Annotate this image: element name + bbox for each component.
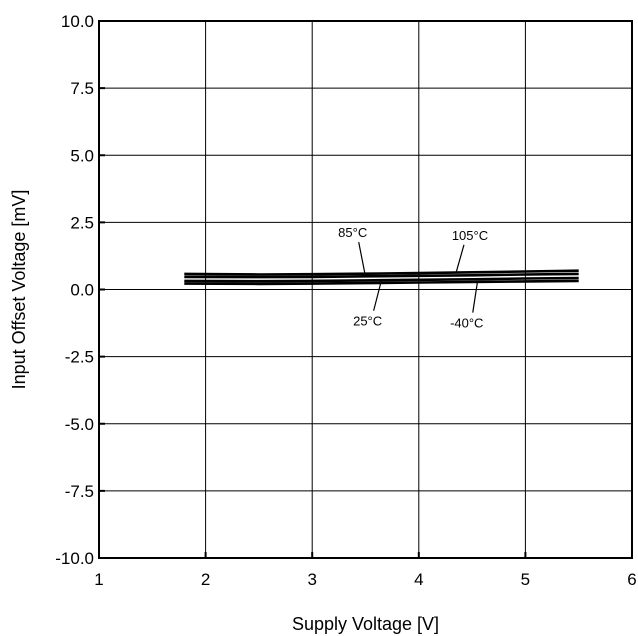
annotation-label: -40°C [450, 316, 483, 331]
annotation-label: 25°C [353, 314, 382, 329]
y-tick-label: -7.5 [65, 482, 94, 501]
x-tick-labels: 1 2 3 4 5 6 [94, 570, 636, 589]
annotations: 85°C 105°C 25°C -40°C [338, 225, 488, 330]
y-tick-label: 0.0 [70, 281, 94, 300]
y-tick-label: 7.5 [70, 79, 94, 98]
x-tick-label: 2 [201, 570, 210, 589]
series-line [184, 269, 579, 276]
series-line [184, 276, 579, 283]
y-tick-label: 5.0 [70, 146, 94, 165]
y-axis-label: Input Offset Voltage [mV] [9, 190, 29, 390]
x-tick-label: 5 [521, 570, 530, 589]
y-tick-label: 10.0 [61, 12, 94, 31]
annotation-leader-line [358, 242, 367, 277]
y-tick-label: 2.5 [70, 213, 94, 232]
y-tick-label: -10.0 [55, 549, 94, 568]
x-tick-label: 1 [94, 570, 103, 589]
y-tick-label: -5.0 [65, 415, 94, 434]
axis-ticks [98, 20, 633, 559]
annotation-leader-line [455, 244, 465, 273]
x-tick-label: 3 [307, 570, 316, 589]
series-line [184, 279, 579, 286]
x-tick-label: 4 [414, 570, 423, 589]
series-line [184, 272, 579, 279]
annotation-leader-line [373, 279, 383, 311]
annotation-label: 85°C [338, 225, 367, 240]
series-lines [184, 269, 579, 286]
x-tick-label: 6 [627, 570, 636, 589]
grid-lines [98, 20, 633, 559]
annotation-leader-line [472, 281, 479, 313]
y-tick-label: -2.5 [65, 348, 94, 367]
y-tick-labels: 10.0 7.5 5.0 2.5 0.0 -2.5 -5.0 -7.5 -10.0 [55, 12, 94, 568]
x-axis-label: Supply Voltage [V] [292, 614, 439, 634]
annotation-label: 105°C [452, 228, 488, 243]
